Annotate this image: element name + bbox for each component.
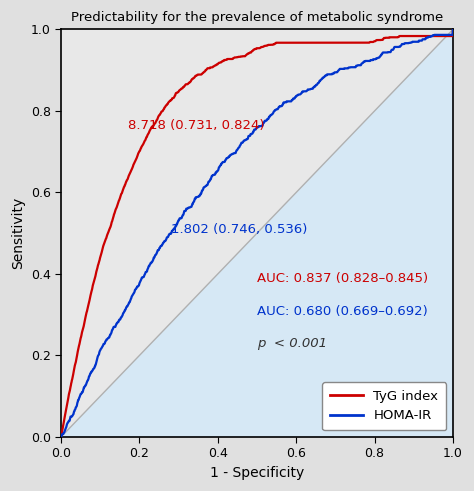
Y-axis label: Sensitivity: Sensitivity [11,197,25,269]
Legend: TyG index, HOMA-IR: TyG index, HOMA-IR [322,382,447,430]
Text: AUC: 0.837 (0.828–0.845): AUC: 0.837 (0.828–0.845) [257,272,428,285]
Text: p  < 0.001: p < 0.001 [257,337,327,350]
Title: Predictability for the prevalence of metabolic syndrome: Predictability for the prevalence of met… [71,11,443,24]
Text: AUC: 0.680 (0.669–0.692): AUC: 0.680 (0.669–0.692) [257,305,428,318]
Text: 8.718 (0.731, 0.824): 8.718 (0.731, 0.824) [128,119,264,132]
X-axis label: 1 - Specificity: 1 - Specificity [210,466,304,480]
Polygon shape [61,29,453,437]
Text: 1.802 (0.746, 0.536): 1.802 (0.746, 0.536) [171,223,307,236]
